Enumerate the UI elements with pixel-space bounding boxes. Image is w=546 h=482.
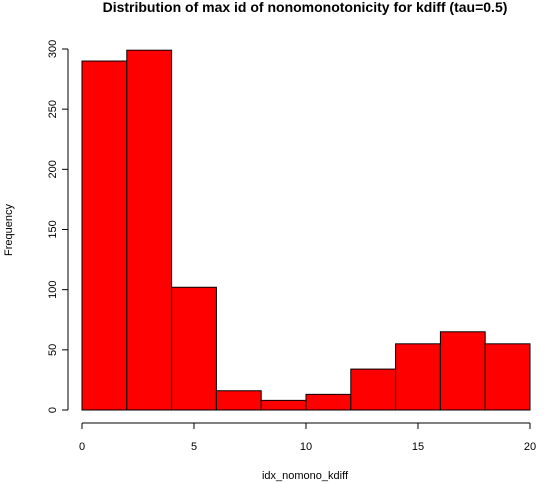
- y-axis: 0 50 100 150 200 250 300: [47, 40, 69, 413]
- histogram-bar: [439, 331, 486, 411]
- y-tick-label: 50: [47, 344, 59, 356]
- x-tick-label: 20: [524, 441, 536, 453]
- bars-group: [81, 49, 531, 411]
- histogram-bar: [215, 390, 262, 411]
- y-tick-label: 300: [47, 40, 59, 58]
- y-tick-label: 0: [47, 407, 59, 413]
- histogram-bar: [395, 343, 441, 411]
- x-tick-label: 10: [300, 441, 312, 453]
- histogram-bar: [350, 368, 397, 411]
- x-axis: 0 5 10 15 20: [79, 422, 536, 453]
- histogram-bar: [260, 399, 307, 411]
- histogram-bar: [126, 49, 173, 411]
- y-axis-label: Frequency: [3, 204, 15, 256]
- histogram-bar: [305, 393, 352, 411]
- y-tick-label: 250: [47, 100, 59, 118]
- histogram-bar: [171, 286, 217, 411]
- x-tick-label: 0: [79, 441, 85, 453]
- chart-title: Distribution of max id of nonomonotonici…: [103, 0, 508, 15]
- histogram-bar: [484, 343, 531, 411]
- y-tick-label: 100: [47, 280, 59, 298]
- x-tick-label: 15: [412, 441, 424, 453]
- y-tick-label: 200: [47, 160, 59, 178]
- x-axis-label: idx_nomono_kdiff: [262, 470, 349, 482]
- x-tick-label: 5: [191, 441, 197, 453]
- y-tick-label: 150: [47, 220, 59, 238]
- histogram-bar: [81, 60, 128, 411]
